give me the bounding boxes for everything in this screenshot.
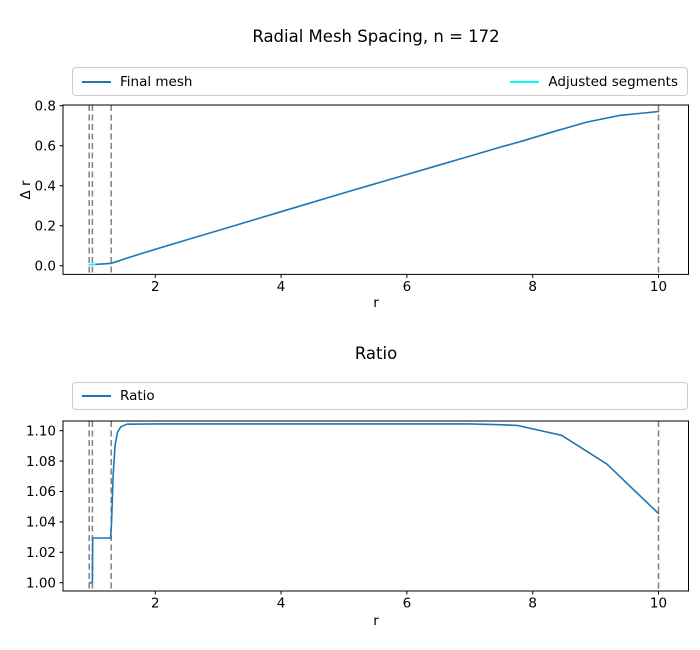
legend-swatch-ratio <box>82 395 111 397</box>
legend-swatch-final-mesh <box>82 80 111 83</box>
y-tick-label: 1.02 <box>26 545 56 561</box>
top-chart-legend: Final mesh Adjusted segments <box>72 67 688 96</box>
y-tick-label: 1.08 <box>26 454 56 470</box>
x-tick-label: 2 <box>151 279 160 295</box>
x-tick-label: 2 <box>151 596 160 612</box>
y-tick-label: 1.04 <box>26 515 56 531</box>
bottom-chart-legend: Ratio <box>72 382 688 410</box>
x-tick-label: 8 <box>528 279 537 295</box>
x-tick-label: 10 <box>650 279 667 295</box>
x-tick-label: 10 <box>650 596 667 612</box>
y-tick-label: 1.06 <box>26 484 56 500</box>
bottom-chart-title: Ratio <box>354 344 398 363</box>
legend-item-final-mesh: Final mesh <box>82 74 192 90</box>
x-tick-label: 8 <box>528 596 537 612</box>
y-tick-label: 0.0 <box>35 258 56 274</box>
legend-label: Adjusted segments <box>548 73 678 90</box>
legend-label: Final mesh <box>120 73 193 90</box>
x-tick-label: 6 <box>403 279 412 295</box>
legend-swatch-adjusted-segments <box>510 80 540 83</box>
y-tick-label: 0.2 <box>35 218 56 234</box>
x-tick-label: 4 <box>277 279 286 295</box>
legend-item-ratio: Ratio <box>82 388 155 404</box>
y-tick-label: 0.8 <box>35 98 56 114</box>
x-tick-label: 4 <box>277 596 286 612</box>
bottom-chart-xlabel: r <box>373 613 379 629</box>
ratio-line <box>89 423 660 584</box>
bottom-chart-plot-area: 2 4 6 8 10 1.00 1.02 1.04 1.06 1.08 1.10 <box>26 420 689 612</box>
legend-label: Ratio <box>120 388 155 404</box>
y-tick-label: 0.4 <box>35 178 56 194</box>
top-chart-title: Radial Mesh Spacing, n = 172 <box>252 27 500 46</box>
axes-frame <box>62 420 689 592</box>
final-mesh-line <box>88 110 660 266</box>
legend-item-adjusted-segments: Adjusted segments <box>510 74 678 90</box>
y-tick-label: 1.00 <box>26 575 56 591</box>
y-tick-label: 1.10 <box>26 423 56 439</box>
axes-frame <box>62 104 689 275</box>
y-tick-label: 0.6 <box>35 138 56 154</box>
top-chart-ylabel: Δ r <box>18 180 34 200</box>
top-chart-xlabel: r <box>373 295 379 311</box>
top-chart-plot-area: 2 4 6 8 10 0.0 0.2 0.4 0.6 0.8 <box>35 98 689 295</box>
x-tick-label: 6 <box>403 596 412 612</box>
